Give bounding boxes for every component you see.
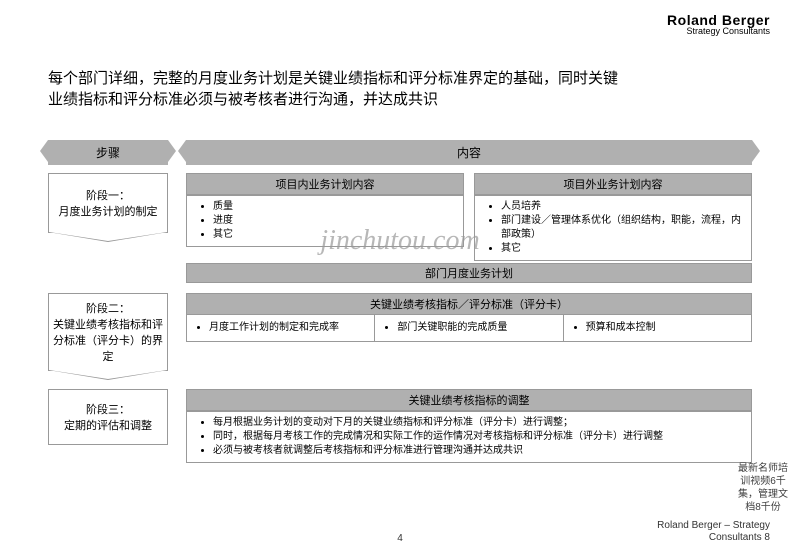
footer-line-2: Consultants 8 [709,532,770,543]
list-item: 月度工作计划的制定和完成率 [209,321,368,335]
footer-brand: Roland Berger – Strategy Consultants 8 [657,520,770,544]
stage-2-cell-2: 部门关键职能的完成质量 [375,315,562,342]
list-item: 同时，根据每月考核工作的完成情况和实际工作的运作情况对考核指标和评分标准（评分卡… [213,430,745,444]
stage-1-detail: 项目内业务计划内容 质量 进度 其它 项目外业务计划内容 人员培养 [186,173,752,283]
stage-2-detail: 关键业绩考核指标／评分标准（评分卡） 月度工作计划的制定和完成率 部门关键职能的… [186,293,752,379]
stage-3-step-col: 阶段三： 定期的评估和调整 [48,389,168,463]
stage-2-cells: 月度工作计划的制定和完成率 部门关键职能的完成质量 预算和成本控制 [186,315,752,342]
stage-1-bottom-bar: 部门月度业务计划 [186,263,752,283]
stage-1-right-list: 人员培养 部门建设／管理体系优化（组织结构，职能，流程，内部政策） 其它 [474,195,752,261]
list-item: 进度 [213,214,457,228]
list-item: 部门关键职能的完成质量 [397,321,556,335]
stage-3-bar: 关键业绩考核指标的调整 [186,389,752,411]
list-item: 质量 [213,200,457,214]
stage-1-left-box: 项目内业务计划内容 质量 进度 其它 [186,173,464,261]
stage-2-box: 阶段二： 关键业绩考核指标和评分标准（评分卡）的界定 [48,293,168,371]
stage-1-sub: 月度业务计划的制定 [53,203,163,219]
page-title: 每个部门详细，完整的月度业务计划是关键业绩指标和评分标准界定的基础，同时关键 业… [48,68,752,110]
diagram-content: 步骤 内容 阶段一： 月度业务计划的制定 项目内业务计划内容 质量 进度 [48,140,752,473]
stage-3-detail: 关键业绩考核指标的调整 每月根据业务计划的变动对下月的关键业绩指标和评分标准（评… [186,389,752,463]
list-item: 预算和成本控制 [586,321,745,335]
stage-1-left-list: 质量 进度 其它 [186,195,464,247]
stage-1-right-box: 项目外业务计划内容 人员培养 部门建设／管理体系优化（组织结构，职能，流程，内部… [474,173,752,261]
stage-2-step-col: 阶段二： 关键业绩考核指标和评分标准（评分卡）的界定 [48,293,168,379]
arrow-down-fill [49,232,167,241]
list-item: 必须与被考核者就调整后考核指标和评分标准进行管理沟通并达成共识 [213,444,745,458]
stage-2-cell-1: 月度工作计划的制定和完成率 [186,315,375,342]
stage-2-bar: 关键业绩考核指标／评分标准（评分卡） [186,293,752,315]
header-tab-content: 内容 [186,140,752,165]
stage-3-box: 阶段三： 定期的评估和调整 [48,389,168,445]
stage-2-sub: 关键业绩考核指标和评分标准（评分卡）的界定 [53,316,163,364]
stage-3-list: 每月根据业务计划的变动对下月的关键业绩指标和评分标准（评分卡）进行调整； 同时，… [186,411,752,463]
header-row: 步骤 内容 [48,140,752,165]
stage-2: 阶段二： 关键业绩考核指标和评分标准（评分卡）的界定 关键业绩考核指标／评分标准… [48,293,752,379]
stage-1-right-bar: 项目外业务计划内容 [474,173,752,195]
stage-3-sub: 定期的评估和调整 [53,417,163,433]
stage-1: 阶段一： 月度业务计划的制定 项目内业务计划内容 质量 进度 其它 [48,173,752,283]
stage-3: 阶段三： 定期的评估和调整 关键业绩考核指标的调整 每月根据业务计划的变动对下月… [48,389,752,463]
list-item: 部门建设／管理体系优化（组织结构，职能，流程，内部政策） [501,214,745,242]
list-item: 其它 [501,242,745,256]
list-item: 其它 [213,228,457,242]
page-number: 4 [397,533,403,544]
side-note: 最新名师培训视频6千集，管理文档8千份 [738,462,788,514]
arrow-down-fill [49,370,167,379]
stage-3-title: 阶段三： [53,401,163,417]
title-line-2: 业绩指标和评分标准必须与被考核者进行沟通，并达成共识 [48,91,438,108]
stage-2-title: 阶段二： [53,300,163,316]
footer-line-1: Roland Berger – Strategy [657,520,770,531]
stage-1-title: 阶段一： [53,187,163,203]
stage-1-step-col: 阶段一： 月度业务计划的制定 [48,173,168,283]
stage-1-two-boxes: 项目内业务计划内容 质量 进度 其它 项目外业务计划内容 人员培养 [186,173,752,261]
stage-1-box: 阶段一： 月度业务计划的制定 [48,173,168,233]
title-line-1: 每个部门详细，完整的月度业务计划是关键业绩指标和评分标准界定的基础，同时关键 [48,70,618,87]
stage-1-left-bar: 项目内业务计划内容 [186,173,464,195]
list-item: 每月根据业务计划的变动对下月的关键业绩指标和评分标准（评分卡）进行调整； [213,416,745,430]
header-tab-steps: 步骤 [48,140,168,165]
stage-2-cell-3: 预算和成本控制 [563,315,752,342]
list-item: 人员培养 [501,200,745,214]
brand-logo: Roland Berger Strategy Consultants [667,12,770,36]
